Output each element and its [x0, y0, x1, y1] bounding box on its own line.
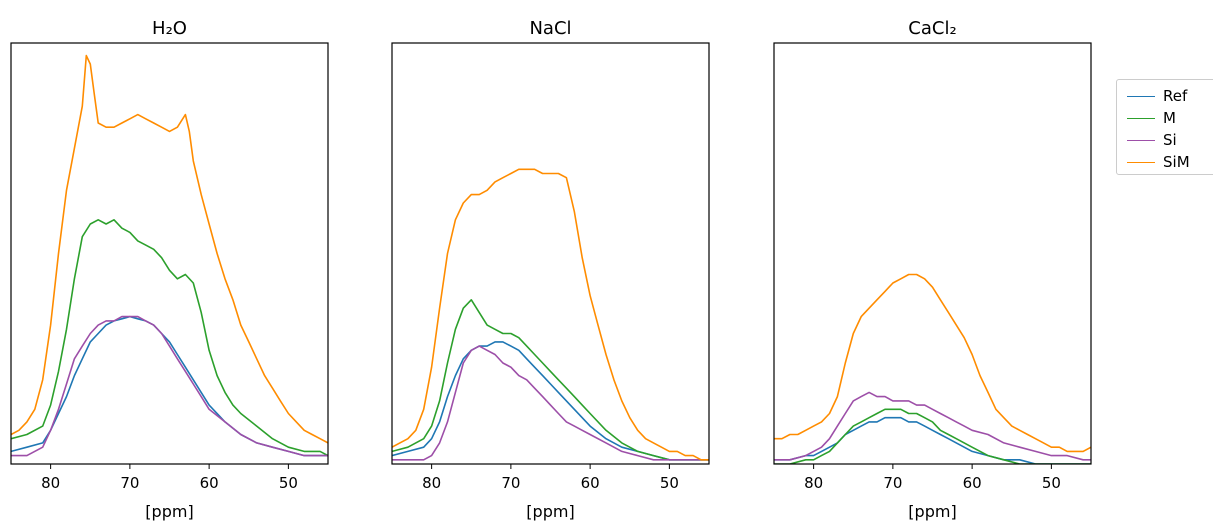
- legend-item-ref: Ref: [1117, 86, 1213, 108]
- panel-1-title: H₂O: [152, 18, 187, 39]
- panel-3-title: CaCl₂: [908, 18, 956, 39]
- x-tick-label-80-panel-1: 80: [41, 474, 60, 492]
- panel-3-frame: [773, 42, 1092, 465]
- panel-2-frame: [391, 42, 710, 465]
- series-line-m-panel-2: [392, 299, 709, 461]
- legend: Ref M Si SiM: [1116, 79, 1213, 175]
- legend-label-si: Si: [1163, 131, 1177, 149]
- panel-1-plot-area: [11, 54, 328, 457]
- legend-label-m: M: [1163, 109, 1176, 127]
- panel-1-frame: [10, 42, 329, 465]
- series-line-sim-panel-1: [11, 54, 328, 444]
- series-line-m-panel-1: [11, 219, 328, 457]
- x-tick-label-70-panel-2: 70: [501, 474, 520, 492]
- x-tick-label-70-panel-1: 70: [120, 474, 139, 492]
- x-tick-label-50-panel-2: 50: [660, 474, 679, 492]
- x-axis-label-panel-2: [ppm]: [526, 502, 574, 521]
- series-line-si-panel-2: [392, 345, 709, 461]
- legend-item-m: M: [1117, 108, 1213, 130]
- series-line-sim-panel-3: [774, 273, 1091, 453]
- x-tick-label-60-panel-2: 60: [581, 474, 600, 492]
- legend-item-sim: SiM: [1117, 152, 1213, 174]
- panel-2: 80 70 60 50 NaCl [ppm]: [391, 18, 710, 521]
- panel-3-plot-area: [774, 273, 1091, 464]
- x-tick-label-60-panel-1: 60: [200, 474, 219, 492]
- x-tick-label-80-panel-2: 80: [422, 474, 441, 492]
- series-line-si-panel-3: [774, 391, 1091, 461]
- legend-item-si: Si: [1117, 130, 1213, 152]
- panel-2-title: NaCl: [529, 18, 571, 39]
- legend-label-ref: Ref: [1163, 87, 1188, 105]
- legend-swatch-si: [1127, 140, 1155, 141]
- x-tick-label-70-panel-3: 70: [883, 474, 902, 492]
- legend-swatch-m: [1127, 118, 1155, 119]
- x-axis-label-panel-3: [ppm]: [908, 502, 956, 521]
- series-line-m-panel-3: [774, 408, 1091, 464]
- legend-swatch-ref: [1127, 96, 1155, 97]
- x-tick-label-60-panel-3: 60: [963, 474, 982, 492]
- legend-label-sim: SiM: [1163, 153, 1190, 171]
- series-line-ref-panel-1: [11, 315, 328, 457]
- panel-2-plot-area: [392, 168, 709, 461]
- panel-3: 80 70 60 50 CaCl₂ [ppm]: [773, 18, 1092, 521]
- series-line-sim-panel-2: [392, 168, 709, 461]
- x-tick-label-50-panel-3: 50: [1042, 474, 1061, 492]
- legend-swatch-sim: [1127, 162, 1155, 163]
- panel-1: 80 70 60 50 H₂O [ppm]: [10, 18, 329, 521]
- series-line-si-panel-1: [11, 315, 328, 457]
- x-tick-label-50-panel-1: 50: [279, 474, 298, 492]
- x-tick-label-80-panel-3: 80: [804, 474, 823, 492]
- series-line-ref-panel-3: [774, 416, 1091, 464]
- x-axis-label-panel-1: [ppm]: [145, 502, 193, 521]
